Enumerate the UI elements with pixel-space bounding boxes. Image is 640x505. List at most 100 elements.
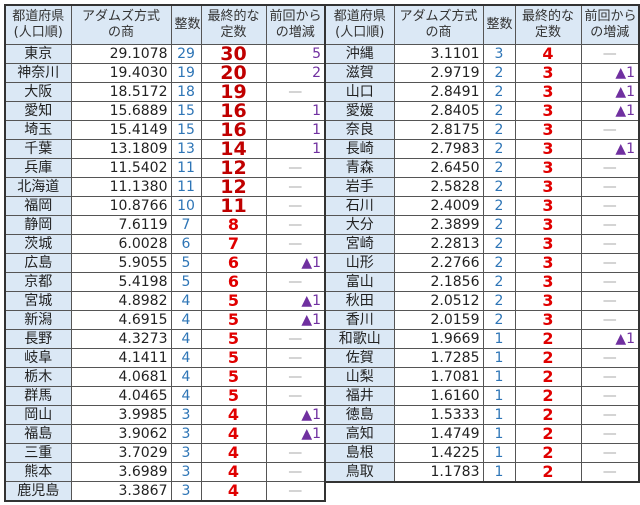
- adams-quotient-cell: 5.9055: [70, 253, 172, 273]
- prefecture-cell: 山口: [324, 82, 395, 102]
- final-seats-cell: 2: [514, 367, 582, 387]
- change-from-previous-cell: —: [265, 443, 326, 463]
- table-row: 広島 5.9055 5 6 ▲1: [4, 253, 326, 273]
- table-row: 山口 2.8491 2 3 ▲1: [324, 82, 640, 102]
- adams-quotient-cell: 2.6450: [393, 158, 484, 178]
- change-from-previous-cell: —: [580, 44, 640, 64]
- final-seats-cell: 5: [200, 310, 267, 330]
- integer-part-cell: 2: [482, 272, 516, 292]
- final-seats-cell: 3: [514, 139, 582, 159]
- adams-quotient-cell: 4.6915: [70, 310, 172, 330]
- adams-quotient-cell: 2.1856: [393, 272, 484, 292]
- change-from-previous-cell: —: [580, 462, 640, 483]
- change-from-previous-cell: 1: [265, 139, 326, 159]
- prefecture-cell: 高知: [324, 424, 395, 444]
- final-seats-cell: 4: [200, 481, 267, 502]
- change-from-previous-cell: ▲1: [265, 424, 326, 444]
- final-seats-cell: 2: [514, 405, 582, 425]
- adams-quotient-cell: 1.5333: [393, 405, 484, 425]
- adams-quotient-cell: 2.5828: [393, 177, 484, 197]
- header-adams-quotient: アダムズ方式 の商: [393, 4, 484, 45]
- header-prefecture: 都道府県 (人口順): [324, 4, 395, 45]
- change-from-previous-cell: —: [580, 215, 640, 235]
- prefecture-cell: 熊本: [4, 462, 72, 482]
- table-row: 新潟 4.6915 4 5 ▲1: [4, 310, 326, 330]
- integer-part-cell: 19: [170, 63, 202, 83]
- change-from-previous-cell: ▲1: [265, 291, 326, 311]
- table-row: 大阪 18.5172 18 19—: [4, 82, 326, 102]
- adams-quotient-cell: 3.6989: [70, 462, 172, 482]
- adams-quotient-cell: 2.2813: [393, 234, 484, 254]
- integer-part-cell: 5: [170, 253, 202, 273]
- adams-quotient-cell: 1.9669: [393, 329, 484, 349]
- table-row: 熊本 3.6989 3 4—: [4, 462, 326, 482]
- table-row: 福岡 10.8766 10 11—: [4, 196, 326, 216]
- change-from-previous-cell: —: [580, 348, 640, 368]
- change-from-previous-cell: ▲1: [580, 329, 640, 349]
- header-change-from-previous: 前回から の増減: [265, 4, 326, 45]
- final-seats-cell: 11: [200, 196, 267, 216]
- adams-quotient-cell: 2.0159: [393, 310, 484, 330]
- integer-part-cell: 3: [170, 462, 202, 482]
- adams-quotient-cell: 29.1078: [70, 44, 172, 64]
- table-row: 鹿児島 3.3867 3 4—: [4, 481, 326, 502]
- integer-part-cell: 1: [482, 462, 516, 483]
- adams-quotient-cell: 13.1809: [70, 139, 172, 159]
- prefecture-cell: 石川: [324, 196, 395, 216]
- integer-part-cell: 3: [170, 424, 202, 444]
- table-row: 高知 1.4749 1 2—: [324, 424, 640, 444]
- change-from-previous-cell: —: [580, 405, 640, 425]
- integer-part-cell: 2: [482, 101, 516, 121]
- header-final-seats: 最終的な 定数: [200, 4, 267, 45]
- adams-quotient-cell: 1.7081: [393, 367, 484, 387]
- final-seats-cell: 3: [514, 120, 582, 140]
- integer-part-cell: 2: [482, 310, 516, 330]
- table-row: 茨城 6.0028 6 7—: [4, 234, 326, 254]
- integer-part-cell: 5: [170, 272, 202, 292]
- table-row: 島根 1.4225 1 2—: [324, 443, 640, 463]
- prefecture-cell: 東京: [4, 44, 72, 64]
- prefecture-cell: 福岡: [4, 196, 72, 216]
- prefecture-cell: 山形: [324, 253, 395, 273]
- prefecture-cell: 岐阜: [4, 348, 72, 368]
- change-from-previous-cell: —: [265, 82, 326, 102]
- table-row: 福島 3.9062 3 4 ▲1: [4, 424, 326, 444]
- final-seats-cell: 5: [200, 329, 267, 349]
- final-seats-cell: 3: [514, 253, 582, 273]
- final-seats-cell: 16: [200, 101, 267, 121]
- change-from-previous-cell: 2: [265, 63, 326, 83]
- final-seats-cell: 3: [514, 310, 582, 330]
- table-row: 東京 29.1078 29 30 5: [4, 44, 326, 64]
- header-integer-part: 整数: [170, 4, 202, 45]
- table-row: 北海道 11.1380 11 12—: [4, 177, 326, 197]
- adams-quotient-cell: 3.9985: [70, 405, 172, 425]
- change-from-previous-cell: ▲1: [580, 139, 640, 159]
- change-from-previous-cell: —: [580, 158, 640, 178]
- prefecture-cell: 福井: [324, 386, 395, 406]
- change-from-previous-cell: —: [580, 234, 640, 254]
- integer-part-cell: 2: [482, 158, 516, 178]
- adams-quotient-cell: 3.1101: [393, 44, 484, 64]
- final-seats-cell: 3: [514, 196, 582, 216]
- prefecture-cell: 新潟: [4, 310, 72, 330]
- prefecture-cell: 千葉: [4, 139, 72, 159]
- integer-part-cell: 3: [170, 405, 202, 425]
- adams-quotient-cell: 1.4225: [393, 443, 484, 463]
- change-from-previous-cell: ▲1: [580, 82, 640, 102]
- prefecture-cell: 埼玉: [4, 120, 72, 140]
- final-seats-cell: 12: [200, 158, 267, 178]
- prefecture-cell: 岡山: [4, 405, 72, 425]
- prefecture-cell: 長野: [4, 329, 72, 349]
- table-row: 岐阜 4.1411 4 5—: [4, 348, 326, 368]
- apportionment-table-left: 都道府県 (人口順) アダムズ方式 の商 整数 最終的な 定数 前回から の増減 東京 29…: [4, 4, 326, 502]
- final-seats-cell: 4: [514, 44, 582, 64]
- change-from-previous-cell: —: [580, 253, 640, 273]
- final-seats-cell: 30: [200, 44, 267, 64]
- prefecture-cell: 神奈川: [4, 63, 72, 83]
- integer-part-cell: 2: [482, 120, 516, 140]
- final-seats-cell: 2: [514, 348, 582, 368]
- final-seats-cell: 4: [200, 443, 267, 463]
- table-row: 鳥取 1.1783 1 2—: [324, 462, 640, 483]
- integer-part-cell: 13: [170, 139, 202, 159]
- integer-part-cell: 2: [482, 215, 516, 235]
